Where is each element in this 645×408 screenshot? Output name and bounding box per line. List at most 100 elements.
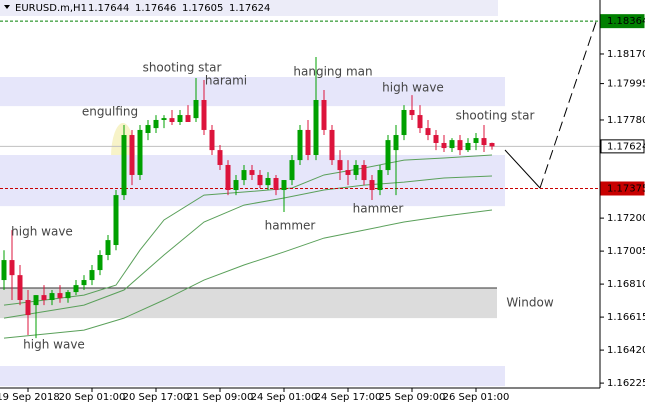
pattern-label: hammer — [353, 202, 404, 216]
candle-body — [249, 170, 255, 175]
candle-body — [321, 100, 327, 130]
candle-body — [137, 129, 143, 175]
pattern-label: engulfing — [82, 105, 138, 119]
candle-body — [41, 295, 47, 301]
candle-body — [113, 195, 119, 246]
y-tick-label: 1.16615 — [607, 312, 645, 323]
candle-body — [369, 180, 375, 191]
candle-body — [49, 293, 55, 301]
pattern-label: high wave — [23, 338, 85, 352]
candle-body — [473, 138, 479, 143]
candle-body — [193, 100, 199, 119]
price-tag — [600, 181, 645, 196]
candle-body — [17, 275, 23, 301]
candle-body — [217, 150, 223, 165]
candle-body — [25, 300, 31, 316]
candle-body — [329, 129, 335, 161]
candle-body — [81, 280, 87, 286]
candle-body — [129, 135, 135, 175]
moving-average — [3, 154, 493, 306]
candle-body — [57, 293, 63, 299]
candle-body — [273, 178, 279, 191]
ohlc-low: 1.17605 — [182, 3, 223, 14]
price-tag — [600, 139, 645, 154]
x-tick-label: 20 Sep 01:00 — [59, 392, 126, 403]
candle-body — [121, 135, 127, 196]
price-tag-label: 1.17624 — [607, 141, 645, 152]
candle-body — [209, 129, 215, 151]
zone — [0, 154, 505, 207]
candle-body — [297, 129, 303, 161]
candle-body — [177, 115, 183, 123]
candle-body — [433, 135, 439, 143]
y-tick-label: 1.16225 — [607, 378, 645, 389]
ohlc-open: 1.17644 — [88, 3, 129, 14]
candle-body — [233, 180, 239, 191]
price-tag-label: 1.17375 — [607, 184, 645, 195]
price-tag-label: 1.18364 — [607, 16, 645, 27]
moving-average — [3, 209, 493, 339]
y-tick-label: 1.16420 — [607, 345, 645, 356]
candle-body — [401, 109, 407, 136]
candle-body — [265, 178, 271, 186]
y-tick-label: 1.17005 — [607, 246, 645, 257]
candle-body — [145, 125, 151, 133]
moving-average — [3, 175, 493, 319]
candle-body — [161, 118, 167, 120]
candle-body — [337, 160, 343, 171]
pattern-label: shooting star — [456, 109, 535, 123]
header-bar — [0, 0, 498, 16]
candle-body — [73, 285, 79, 293]
projection-line — [504, 149, 541, 189]
dropdown-icon — [4, 5, 10, 9]
candle-body — [489, 142, 495, 147]
zone — [0, 287, 497, 319]
x-tick-label: 24 Sep 01:00 — [251, 392, 318, 403]
candle-body — [89, 270, 95, 281]
candle-body — [241, 170, 247, 181]
candle-body — [1, 260, 7, 281]
ohlc-close: 1.17624 — [229, 3, 270, 14]
zone — [0, 366, 505, 387]
y-tick-label: 1.17200 — [607, 213, 645, 224]
candle-body — [377, 170, 383, 191]
candle-body — [353, 164, 359, 175]
candle-body — [153, 119, 159, 129]
plot: 1.18364 1.17624 1.17375 — [0, 14, 645, 339]
candle-body — [225, 164, 231, 191]
candle-body — [409, 109, 415, 116]
y-tick-label: 1.18170 — [607, 49, 645, 60]
candle-body — [201, 100, 207, 130]
candle-body — [97, 255, 103, 271]
candle-body — [313, 100, 319, 155]
y-tick-label: 1.17780 — [607, 115, 645, 126]
candle-body — [345, 170, 351, 175]
x-tick-label: 26 Sep 01:00 — [443, 392, 510, 403]
x-tick-label: 19 Sep 2018 — [0, 392, 60, 403]
candle-body — [169, 118, 175, 123]
y-tick-label: 1.17995 — [607, 79, 645, 90]
candle-body — [361, 164, 367, 181]
candle-body — [289, 160, 295, 181]
x-tick-label: 20 Sep 17:00 — [123, 392, 190, 403]
candle-body — [105, 240, 111, 256]
pattern-label: hammer — [265, 219, 316, 233]
price-tag — [600, 14, 645, 29]
candle-body — [185, 115, 191, 123]
candle-body — [257, 174, 263, 186]
candle-body — [465, 142, 471, 151]
x-tick-label: 24 Sep 17:00 — [315, 392, 382, 403]
x-tick-label: 25 Sep 09:00 — [379, 392, 446, 403]
pattern-label: shooting star — [143, 61, 222, 75]
ohlc-high: 1.17646 — [135, 3, 176, 14]
candle-body — [457, 140, 463, 151]
pattern-label: harami — [205, 74, 247, 88]
candle-body — [425, 128, 431, 136]
candle-body — [441, 142, 447, 149]
y-tick-label: 1.16810 — [607, 279, 645, 290]
symbol: EURUSD.m,H1 — [15, 3, 87, 14]
candle-body — [481, 138, 487, 146]
candle-body — [417, 115, 423, 129]
candle-body — [281, 180, 287, 191]
